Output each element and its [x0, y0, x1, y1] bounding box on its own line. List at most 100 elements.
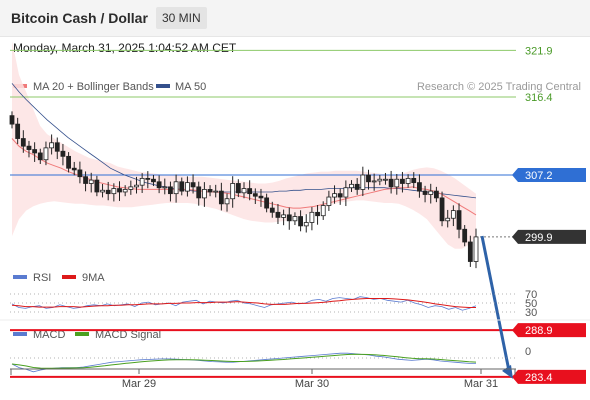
candle-body — [400, 178, 405, 184]
candle-body — [230, 183, 236, 200]
support-level-badge — [512, 369, 586, 384]
candle-body — [77, 169, 83, 178]
candle-body — [303, 222, 309, 227]
candle — [37, 148, 43, 164]
candle — [247, 180, 253, 201]
candle-body — [162, 186, 168, 189]
candle — [405, 174, 411, 188]
time-axis: Mar 29 Mar 30 Mar 31 — [10, 368, 516, 390]
candle-body — [128, 186, 134, 190]
candle — [88, 172, 94, 193]
price-levels: 321.9 316.4 307.2 299.9 288.9 283.4 — [10, 45, 586, 384]
projection-arrow — [480, 235, 513, 379]
candle-body — [445, 217, 451, 222]
macd-panel: 0 — [10, 346, 531, 373]
resistance-level-label: 316.4 — [525, 92, 553, 104]
candle — [111, 183, 117, 202]
candle-body — [320, 205, 326, 217]
candle-body — [281, 214, 287, 218]
candle-body — [134, 184, 139, 188]
candle-body — [433, 190, 439, 199]
projection-arrow-shaft — [480, 235, 511, 372]
candle-body — [298, 216, 303, 227]
candle — [128, 180, 134, 195]
candle-body — [185, 182, 190, 192]
candle-body — [326, 196, 332, 206]
candle — [117, 181, 122, 201]
candle-body — [43, 147, 49, 161]
candle-body — [258, 195, 264, 199]
candle — [83, 171, 88, 192]
chart-header: Bitcoin Cash / Dollar 30 MIN — [0, 0, 590, 37]
rsi-level-label: 50 — [525, 298, 537, 310]
candle — [377, 175, 383, 186]
projection-arrow-head — [502, 364, 513, 379]
candle-body — [241, 188, 247, 194]
candle — [156, 175, 162, 194]
candle — [450, 205, 456, 227]
candle-body — [54, 142, 60, 152]
macd-zero-label: 0 — [525, 346, 531, 358]
candle — [122, 185, 128, 197]
candle — [275, 204, 281, 225]
current-level-label: 299.9 — [525, 232, 553, 244]
candle — [303, 214, 309, 233]
candle — [43, 141, 49, 166]
candle — [258, 188, 264, 207]
candle-body — [252, 193, 258, 197]
candle-body — [111, 188, 117, 195]
candle — [230, 176, 236, 208]
candle — [337, 188, 343, 205]
candle — [411, 172, 417, 189]
candle-body — [439, 197, 445, 222]
candle-body — [332, 193, 337, 198]
current-level-badge — [512, 229, 586, 244]
rsi-ma-legend: 9MA — [82, 272, 105, 284]
macd-signal-legend: MACD Signal — [95, 329, 161, 341]
candle — [100, 183, 105, 198]
candle-body — [411, 177, 417, 184]
candle — [179, 177, 185, 196]
candle-body — [428, 190, 434, 195]
candle-body — [247, 188, 253, 195]
macd-signal-line — [11, 353, 477, 369]
candle — [349, 180, 354, 192]
ma50-legend: MA 50 — [175, 81, 206, 93]
candle — [252, 188, 258, 205]
candle — [105, 181, 111, 201]
candle — [269, 201, 275, 218]
candle-body — [207, 189, 213, 193]
candle — [71, 161, 77, 176]
candle-body — [354, 183, 360, 190]
support-level-label: 283.4 — [525, 372, 553, 384]
candle-body — [450, 210, 456, 219]
instrument-title: Bitcoin Cash / Dollar — [11, 10, 148, 26]
candle — [383, 172, 388, 185]
candle-body — [179, 181, 185, 192]
candle-body — [264, 197, 270, 209]
candle-body — [275, 211, 281, 218]
rsi-ma-legend-swatch — [62, 275, 76, 279]
candle-body — [292, 216, 298, 222]
candle — [326, 190, 332, 211]
candle — [298, 210, 303, 232]
candle-body — [122, 189, 128, 193]
rsi-legend: RSI — [33, 272, 51, 284]
copyright-text: Research © 2025 Trading Central — [417, 81, 581, 93]
candle — [224, 193, 230, 212]
pivot-level-badge — [512, 168, 586, 182]
interval-badge[interactable]: 30 MIN — [156, 7, 207, 29]
candle-body — [60, 150, 66, 157]
candle — [77, 161, 83, 184]
candle — [473, 228, 479, 269]
candle — [134, 176, 139, 194]
candle — [218, 182, 224, 211]
candle — [139, 173, 145, 193]
rsi-legend-swatch — [13, 275, 27, 279]
candle — [32, 142, 38, 162]
candle-body — [88, 179, 94, 184]
candle — [207, 185, 213, 197]
candle — [428, 183, 434, 204]
candle — [168, 181, 173, 202]
